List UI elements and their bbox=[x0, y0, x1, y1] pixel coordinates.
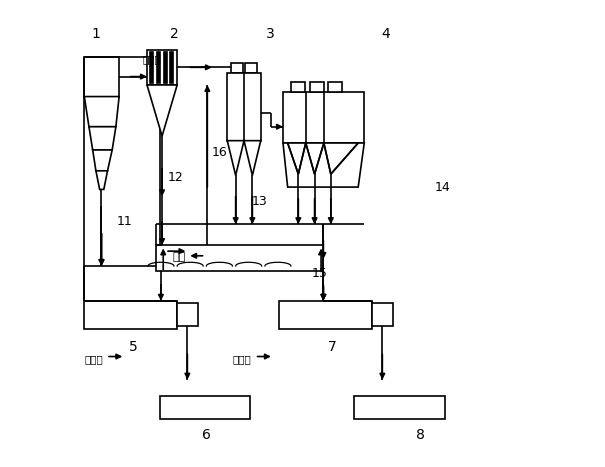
Polygon shape bbox=[283, 143, 364, 187]
Bar bbox=[164, 52, 166, 83]
Polygon shape bbox=[147, 85, 177, 136]
Bar bbox=[246, 63, 258, 73]
Text: 16: 16 bbox=[212, 146, 227, 159]
Bar bbox=[147, 50, 177, 85]
Bar bbox=[160, 396, 250, 419]
Polygon shape bbox=[306, 143, 324, 174]
Text: 11: 11 bbox=[117, 215, 132, 228]
Bar bbox=[372, 303, 393, 326]
Bar bbox=[84, 57, 119, 97]
Polygon shape bbox=[287, 143, 306, 174]
Polygon shape bbox=[96, 171, 108, 190]
Text: 冷却水: 冷却水 bbox=[233, 354, 252, 364]
Bar bbox=[355, 396, 445, 419]
Bar bbox=[283, 92, 364, 143]
Bar bbox=[310, 82, 324, 92]
Text: 12: 12 bbox=[168, 171, 184, 184]
Text: 8: 8 bbox=[416, 428, 425, 442]
Polygon shape bbox=[227, 141, 244, 176]
Bar bbox=[280, 301, 372, 329]
Bar bbox=[156, 245, 324, 271]
Text: 6: 6 bbox=[201, 428, 211, 442]
Text: 4: 4 bbox=[382, 27, 390, 41]
Text: 7: 7 bbox=[329, 340, 337, 354]
Polygon shape bbox=[244, 141, 261, 176]
Text: 冷却水: 冷却水 bbox=[84, 354, 103, 364]
Bar bbox=[227, 73, 261, 141]
Polygon shape bbox=[89, 127, 116, 150]
Bar bbox=[84, 301, 177, 329]
Bar bbox=[171, 52, 173, 83]
Bar bbox=[329, 82, 342, 92]
Text: 高烟尘: 高烟尘 bbox=[142, 55, 161, 64]
Bar bbox=[150, 52, 153, 83]
Text: 14: 14 bbox=[435, 181, 451, 194]
Text: 热水: 热水 bbox=[173, 252, 186, 262]
Bar bbox=[292, 82, 306, 92]
Bar bbox=[157, 52, 160, 83]
Bar bbox=[231, 63, 243, 73]
Text: 1: 1 bbox=[91, 27, 100, 41]
Text: 15: 15 bbox=[312, 268, 328, 280]
Text: 2: 2 bbox=[171, 27, 179, 41]
Text: 5: 5 bbox=[129, 340, 137, 354]
Bar bbox=[177, 303, 198, 326]
Text: 3: 3 bbox=[266, 27, 275, 41]
Polygon shape bbox=[324, 143, 358, 174]
Polygon shape bbox=[84, 97, 119, 127]
Text: 13: 13 bbox=[252, 194, 267, 207]
Polygon shape bbox=[93, 150, 112, 171]
